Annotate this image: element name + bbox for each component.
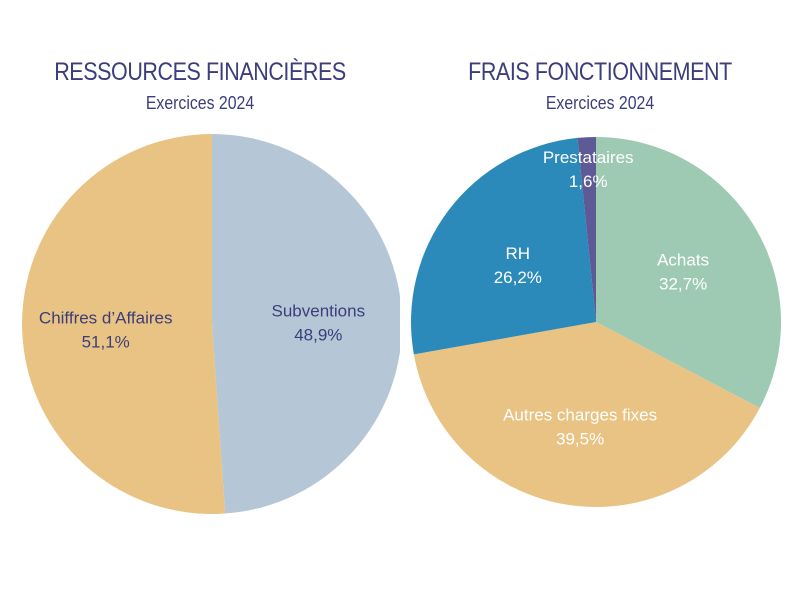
slice-label-achats: Achats <box>657 250 709 269</box>
slice-value-chiffres-d-affaires: 51,1% <box>82 333 130 352</box>
slice-value-prestataires: 1,6% <box>569 172 608 191</box>
resources-pie-chart: RESSOURCES FINANCIÈRES Exercices 2024 Su… <box>22 58 400 514</box>
pie-slice-achats <box>596 137 782 409</box>
slice-label-prestataires: Prestataires <box>543 148 634 167</box>
chart-title: RESSOURCES FINANCIÈRES <box>54 58 346 86</box>
slice-value-autres-charges-fixes: 39,5% <box>556 429 604 448</box>
slice-label-rh: RH <box>506 244 531 263</box>
pie-slice-rh <box>411 137 596 355</box>
slice-value-rh: 26,2% <box>494 268 542 287</box>
slice-label-subventions: Subventions <box>272 301 366 320</box>
chart-subtitle: Exercices 2024 <box>545 93 655 113</box>
pie-slice-subventions <box>212 134 400 514</box>
slice-value-achats: 32,7% <box>659 274 707 293</box>
pie-svg: Subventions 48,9% Chiffres d’Affaires 51,1% <box>22 134 400 514</box>
slice-value-subventions: 48,9% <box>294 325 342 344</box>
expenses-pie-chart: FRAIS FONCTIONNEMENT Exercices 2024 Acha… <box>400 0 800 600</box>
pie-svg: Achats 32,7% Autres charges fixes 39,5% RH 26… <box>411 136 782 507</box>
chart-subtitle: Exercices 2024 <box>145 93 255 113</box>
pie-slice-autres-charges-fixes <box>413 322 760 507</box>
pie-slice-chiffres-d-affaires <box>22 134 226 514</box>
pie-slice-prestataires <box>577 136 596 322</box>
chart-title: FRAIS FONCTIONNEMENT <box>468 58 732 86</box>
slice-label-chiffres-d-affaires: Chiffres d’Affaires <box>39 309 173 328</box>
slice-label-autres-charges-fixes: Autres charges fixes <box>503 405 657 424</box>
